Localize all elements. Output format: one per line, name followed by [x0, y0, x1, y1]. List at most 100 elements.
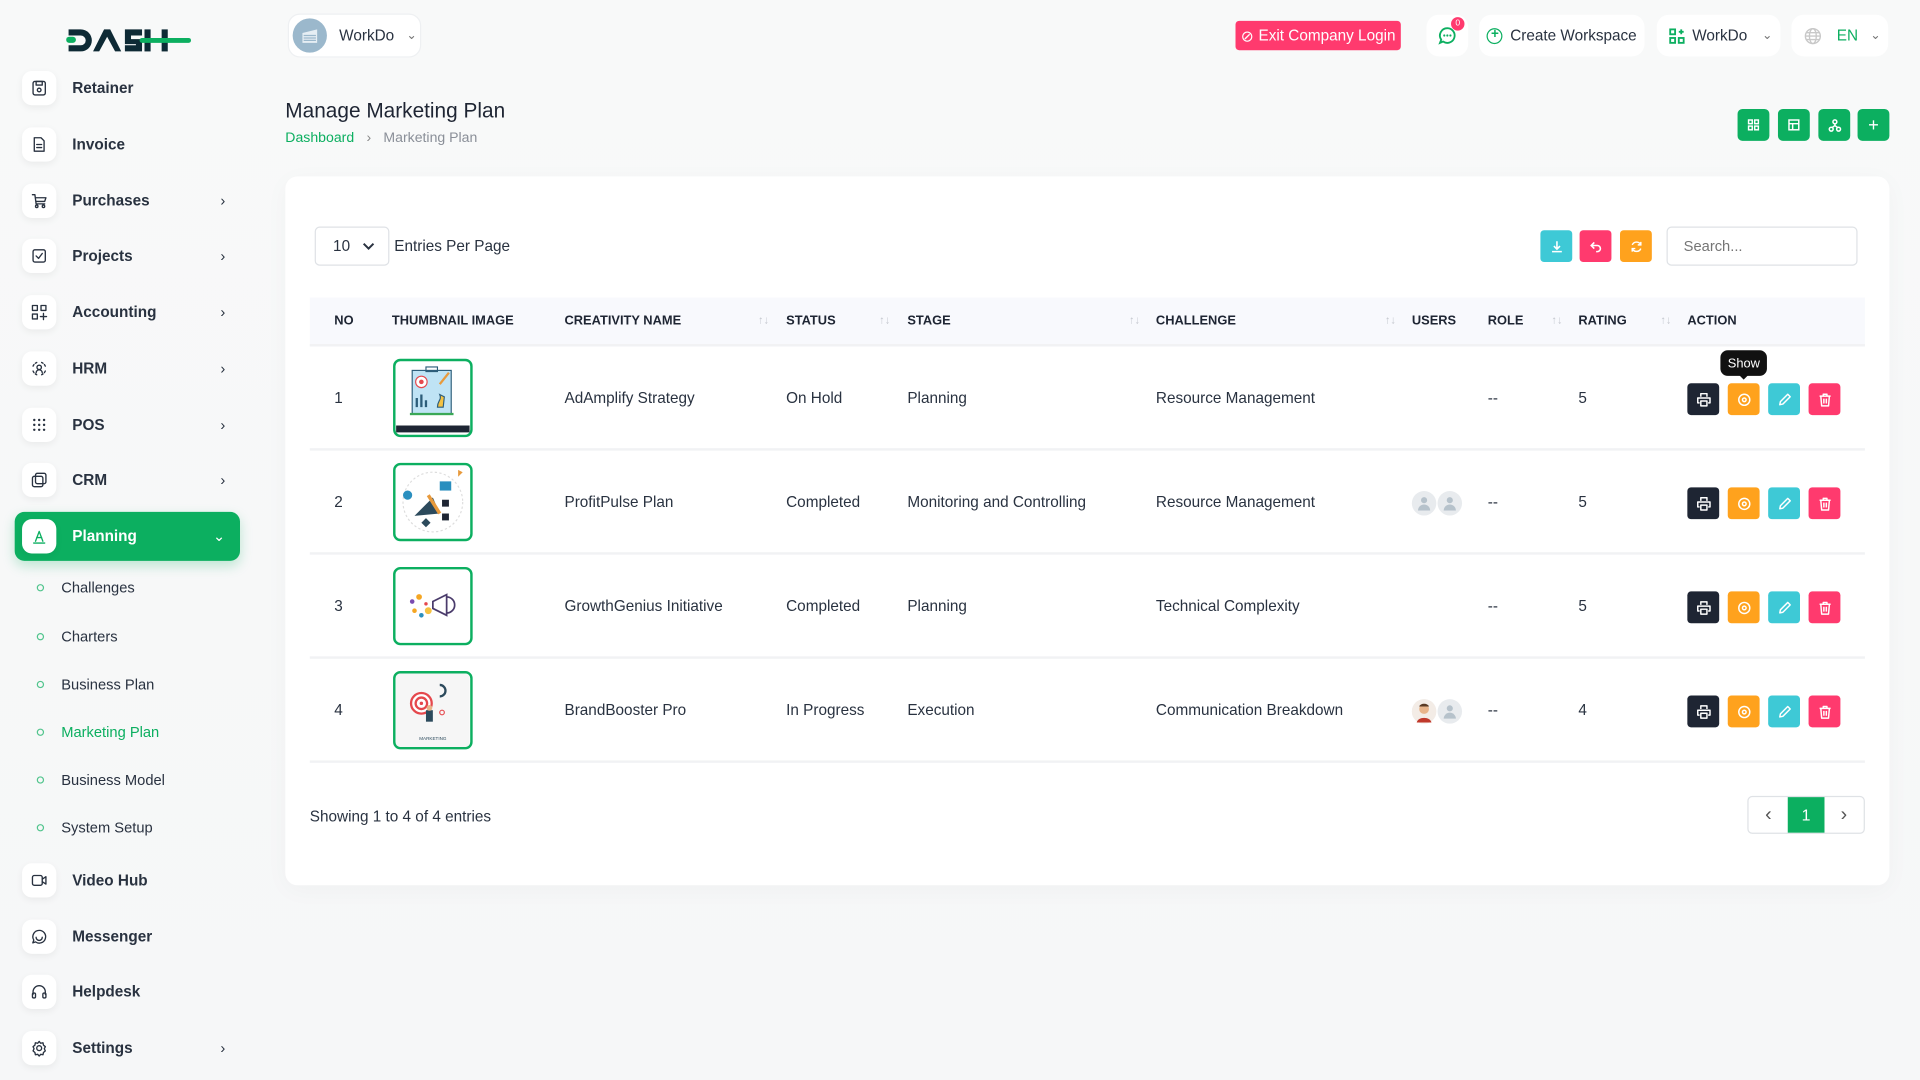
chevron-right-icon: › — [220, 1039, 226, 1057]
workspace-switcher[interactable]: WorkDo ⌄ — [1656, 14, 1781, 57]
delete-button[interactable] — [1808, 487, 1841, 520]
previous-page-button[interactable]: ‹ — [1765, 803, 1772, 825]
plus-icon: + — [1868, 114, 1879, 136]
thumbnail-image[interactable] — [393, 566, 473, 646]
show-button[interactable] — [1727, 695, 1760, 728]
sidebar-subitem-marketing-plan[interactable]: Marketing Plan — [36, 724, 159, 741]
row-number: 4 — [334, 701, 343, 719]
table-view-button[interactable] — [1777, 108, 1810, 141]
user-avatar[interactable] — [1411, 491, 1437, 516]
workspace-dropdown[interactable]: WorkDo ⌄ — [287, 13, 422, 58]
chevron-down-icon: ⌄ — [1870, 28, 1881, 43]
hrm-icon-box — [22, 351, 57, 386]
sidebar-item-retainer[interactable]: Retainer — [15, 64, 240, 113]
sidebar-item-purchases[interactable]: Purchases › — [15, 176, 240, 225]
column-header-stage[interactable]: STAGE — [907, 313, 951, 329]
grid-plus-icon-box — [22, 295, 57, 330]
edit-button[interactable] — [1768, 695, 1801, 728]
sort-icon[interactable]: ↑↓ — [1384, 313, 1396, 326]
column-header-role[interactable]: ROLE — [1487, 313, 1524, 329]
headset-icon-box — [22, 974, 57, 1009]
sidebar-item-accounting[interactable]: Accounting › — [15, 288, 240, 337]
stage: Execution — [907, 701, 975, 719]
entries-per-page-select[interactable]: 10 — [314, 226, 390, 266]
user-avatar[interactable] — [1437, 699, 1463, 724]
column-header-rating[interactable]: RATING — [1578, 313, 1627, 329]
sidebar-item-invoice[interactable]: Invoice — [15, 120, 240, 169]
user-photo-avatar[interactable] — [1411, 699, 1437, 724]
trash-icon — [1818, 705, 1831, 719]
column-header-status[interactable]: STATUS — [786, 313, 836, 329]
delete-button[interactable] — [1808, 695, 1841, 728]
reload-button[interactable] — [1620, 230, 1652, 263]
sidebar-item-projects[interactable]: Projects › — [15, 231, 240, 280]
next-page-button[interactable]: › — [1840, 803, 1848, 825]
sidebar-subitem-challenges[interactable]: Challenges — [36, 579, 135, 596]
grid-view-button[interactable] — [1737, 108, 1770, 141]
sidebar-item-messenger[interactable]: Messenger — [15, 912, 240, 961]
sidebar-subitem-business-model[interactable]: Business Model — [36, 771, 165, 789]
creativity-name: BrandBooster Pro — [564, 701, 687, 719]
bullet-icon — [36, 776, 45, 784]
user-placeholder-icon — [1417, 497, 1431, 511]
table-row: 4 MARKETING BrandBooster Pro In Progress… — [309, 659, 1865, 763]
column-header-challenge[interactable]: CHALLENGE — [1155, 313, 1236, 329]
sidebar-item-planning[interactable]: Planning ⌄ — [14, 511, 241, 561]
print-button[interactable] — [1687, 487, 1720, 520]
column-header-creativity-name[interactable]: CREATIVITY NAME — [564, 313, 682, 329]
sort-icon[interactable]: ↑↓ — [879, 313, 891, 326]
messages-button[interactable]: 0 — [1426, 14, 1469, 57]
printer-icon — [1696, 600, 1711, 615]
exit-company-login-button[interactable]: ⊘ Exit Company Login — [1235, 20, 1401, 51]
bullet-icon — [36, 824, 45, 832]
sort-icon[interactable]: ↑↓ — [1128, 313, 1141, 326]
language-selector[interactable]: EN ⌄ — [1791, 14, 1889, 57]
sort-icon[interactable]: ↑↓ — [1660, 313, 1672, 326]
delete-button[interactable] — [1808, 383, 1841, 416]
bullet-icon — [36, 680, 45, 689]
print-button[interactable] — [1687, 695, 1720, 728]
sidebar-item-crm[interactable]: CRM › — [15, 456, 240, 505]
edit-button[interactable] — [1768, 383, 1801, 416]
add-button[interactable]: + — [1857, 108, 1890, 141]
edit-button[interactable] — [1768, 487, 1801, 520]
thumbnail-image[interactable] — [393, 358, 473, 438]
print-button[interactable] — [1687, 591, 1720, 624]
sidebar-item-settings[interactable]: Settings › — [15, 1024, 240, 1073]
sidebar-item-video-hub[interactable]: Video Hub — [15, 856, 240, 905]
sidebar-subitem-system-setup[interactable]: System Setup — [36, 819, 153, 836]
show-button[interactable] — [1727, 383, 1760, 416]
sidebar-subitem-charters[interactable]: Charters — [36, 628, 118, 645]
breadcrumb-dashboard[interactable]: Dashboard — [285, 131, 355, 146]
stage: Planning — [907, 597, 967, 615]
delete-button[interactable] — [1808, 591, 1841, 624]
chat-icon — [1438, 27, 1456, 45]
dash-logo[interactable] — [66, 24, 192, 62]
hierarchy-view-button[interactable] — [1818, 108, 1851, 141]
sidebar-item-hrm[interactable]: HRM › — [15, 344, 240, 393]
dots-grid-icon — [33, 418, 46, 432]
search-input[interactable] — [1666, 226, 1858, 266]
sort-icon[interactable]: ↑↓ — [1551, 313, 1563, 326]
trash-icon — [1818, 392, 1831, 407]
reset-button[interactable] — [1579, 230, 1612, 263]
user-avatar[interactable] — [1437, 491, 1463, 516]
tooltip-arrow — [1738, 374, 1749, 380]
thumbnail-image[interactable]: MARKETING — [393, 671, 473, 750]
show-button[interactable] — [1727, 591, 1760, 624]
thumbnail-image[interactable] — [393, 462, 473, 542]
sidebar-item-helpdesk[interactable]: Helpdesk — [15, 967, 240, 1016]
export-button[interactable] — [1540, 230, 1573, 263]
page-1-button[interactable]: 1 — [1788, 797, 1825, 833]
create-workspace-button[interactable]: + Create Workspace — [1479, 14, 1645, 57]
eye-icon — [1737, 705, 1750, 718]
show-button[interactable] — [1727, 487, 1760, 520]
sidebar-subitem-business-plan[interactable]: Business Plan — [36, 676, 154, 693]
sort-icon[interactable]: ↑↓ — [757, 313, 769, 326]
table-row: 3 GrowthGenius Initiative Completed Plan… — [309, 555, 1865, 659]
print-button[interactable] — [1687, 383, 1720, 416]
show-tooltip: Show — [1720, 350, 1768, 376]
sidebar-item-pos[interactable]: POS › — [15, 400, 240, 449]
gear-icon — [32, 1040, 46, 1057]
edit-button[interactable] — [1768, 591, 1801, 624]
